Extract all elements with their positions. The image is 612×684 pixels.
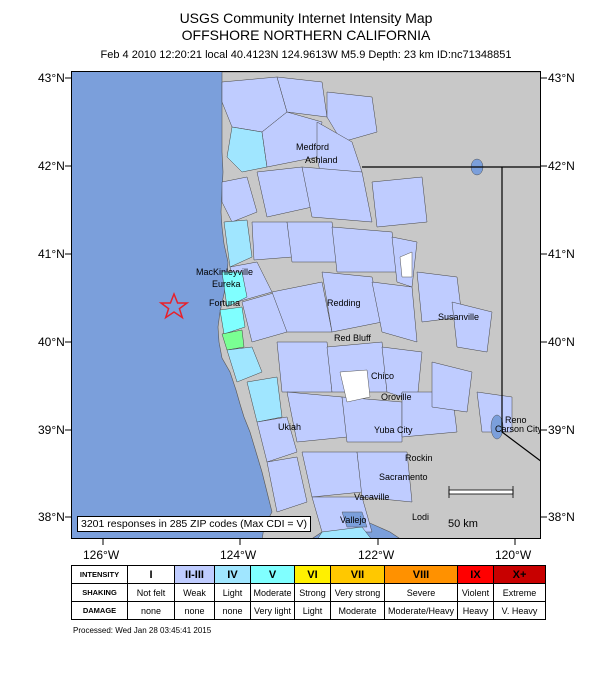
place-label: Ashland: [305, 155, 338, 165]
legend-intensity-cell: II-III: [174, 565, 215, 584]
intensity-legend: INTENSITY I II-III IV V VI VII VIII IX X…: [71, 565, 546, 620]
legend-row-header: INTENSITY: [71, 565, 128, 584]
legend-damage-cell: Moderate/Heavy: [384, 601, 458, 620]
place-label: Red Bluff: [334, 333, 371, 343]
legend-damage-cell: none: [214, 601, 251, 620]
epicenter-star[interactable]: [158, 291, 190, 320]
legend-damage-row: DAMAGE none none none Very light Light M…: [71, 601, 546, 620]
place-label: Susanville: [438, 312, 480, 322]
legend-intensity-cell: X+: [493, 565, 546, 584]
lake-tahoe: [490, 414, 504, 440]
lat-label-41-right: 41°N: [548, 247, 575, 261]
legend-intensity-cell: I: [127, 565, 175, 584]
cdi-1-area: [399, 251, 413, 278]
legend-intensity-cell: IX: [457, 565, 494, 584]
place-label: Vallejo: [340, 515, 367, 525]
lat-label-38-right: 38°N: [548, 510, 575, 524]
lat-label-40-right: 40°N: [548, 335, 575, 349]
legend-shaking-cell: Severe: [384, 583, 458, 602]
legend-shaking-cell: Very strong: [330, 583, 385, 602]
legend-damage-cell: Very light: [250, 601, 295, 620]
place-label: Reno: [505, 415, 527, 425]
legend-shaking-cell: Light: [214, 583, 251, 602]
place-label: Redding: [327, 298, 361, 308]
place-label: Eureka: [212, 279, 241, 289]
legend-intensity-cell: IV: [214, 565, 251, 584]
scale-label: 50 km: [448, 518, 478, 530]
legend-damage-cell: V. Heavy: [493, 601, 546, 620]
lat-label-39-left: 39°N: [38, 423, 65, 437]
lat-label-42-left: 42°N: [38, 159, 65, 173]
place-label: MacKinleyville: [196, 267, 254, 277]
place-label: Ukiah: [278, 422, 302, 432]
legend-intensity-cell: VII: [330, 565, 385, 584]
legend-damage-cell: none: [174, 601, 215, 620]
lon-label-122: 122°W: [358, 548, 395, 562]
lon-label-120: 120°W: [495, 548, 532, 562]
cdi-1-area: [339, 369, 371, 403]
legend-intensity-cell: VIII: [384, 565, 458, 584]
place-label: Fortuna: [209, 298, 241, 308]
lon-label-124: 124°W: [220, 548, 257, 562]
lat-label-38-left: 38°N: [38, 510, 65, 524]
legend-row-header: SHAKING: [71, 583, 128, 602]
lat-label-43-left: 43°N: [38, 71, 65, 85]
lat-label-42-right: 42°N: [548, 159, 575, 173]
legend-shaking-row: SHAKING Not felt Weak Light Moderate Str…: [71, 583, 546, 602]
place-label: Carson City: [495, 424, 541, 434]
legend-damage-cell: none: [127, 601, 175, 620]
legend-shaking-cell: Strong: [294, 583, 331, 602]
place-label: Vacaville: [354, 492, 390, 502]
lat-label-43-right: 43°N: [548, 71, 575, 85]
lat-label-41-left: 41°N: [38, 247, 65, 261]
intensity-map[interactable]: Medford Ashland MacKinleyville Eureka Fo…: [71, 71, 541, 539]
place-label: Lodi: [412, 512, 430, 522]
responses-note: 3201 responses in 285 ZIP codes (Max CDI…: [77, 516, 311, 532]
legend-damage-cell: Heavy: [457, 601, 494, 620]
bay-area-water: [341, 511, 368, 528]
place-label: Rockin: [405, 453, 433, 463]
legend-row-header: DAMAGE: [71, 601, 128, 620]
legend-damage-cell: Light: [294, 601, 331, 620]
legend-damage-cell: Moderate: [330, 601, 385, 620]
legend-shaking-cell: Extreme: [493, 583, 546, 602]
place-label: Yuba City: [374, 425, 413, 435]
legend-intensity-cell: V: [250, 565, 295, 584]
scale-bar: [448, 486, 514, 498]
legend-shaking-cell: Moderate: [250, 583, 295, 602]
lat-label-39-right: 39°N: [548, 423, 575, 437]
processed-timestamp: Processed: Wed Jan 28 03:45:41 2015: [73, 626, 212, 635]
ca-nv-border: [501, 167, 540, 462]
legend-shaking-cell: Not felt: [127, 583, 175, 602]
map-title: USGS Community Internet Intensity Map: [179, 10, 433, 26]
legend-intensity-row: INTENSITY I II-III IV V VI VII VIII IX X…: [71, 565, 546, 584]
place-label: Medford: [296, 142, 330, 152]
region-name: OFFSHORE NORTHERN CALIFORNIA: [181, 27, 431, 43]
event-details: Feb 4 2010 12:20:21 local 40.4123N 124.9…: [100, 49, 512, 61]
place-label: Sacramento: [379, 472, 428, 482]
legend-intensity-cell: VI: [294, 565, 331, 584]
map-canvas: [72, 72, 540, 538]
lon-label-126: 126°W: [83, 548, 120, 562]
lat-label-40-left: 40°N: [38, 335, 65, 349]
place-label: Chico: [371, 371, 395, 381]
legend-shaking-cell: Weak: [174, 583, 215, 602]
place-label: Oroville: [381, 392, 412, 402]
legend-shaking-cell: Violent: [457, 583, 494, 602]
